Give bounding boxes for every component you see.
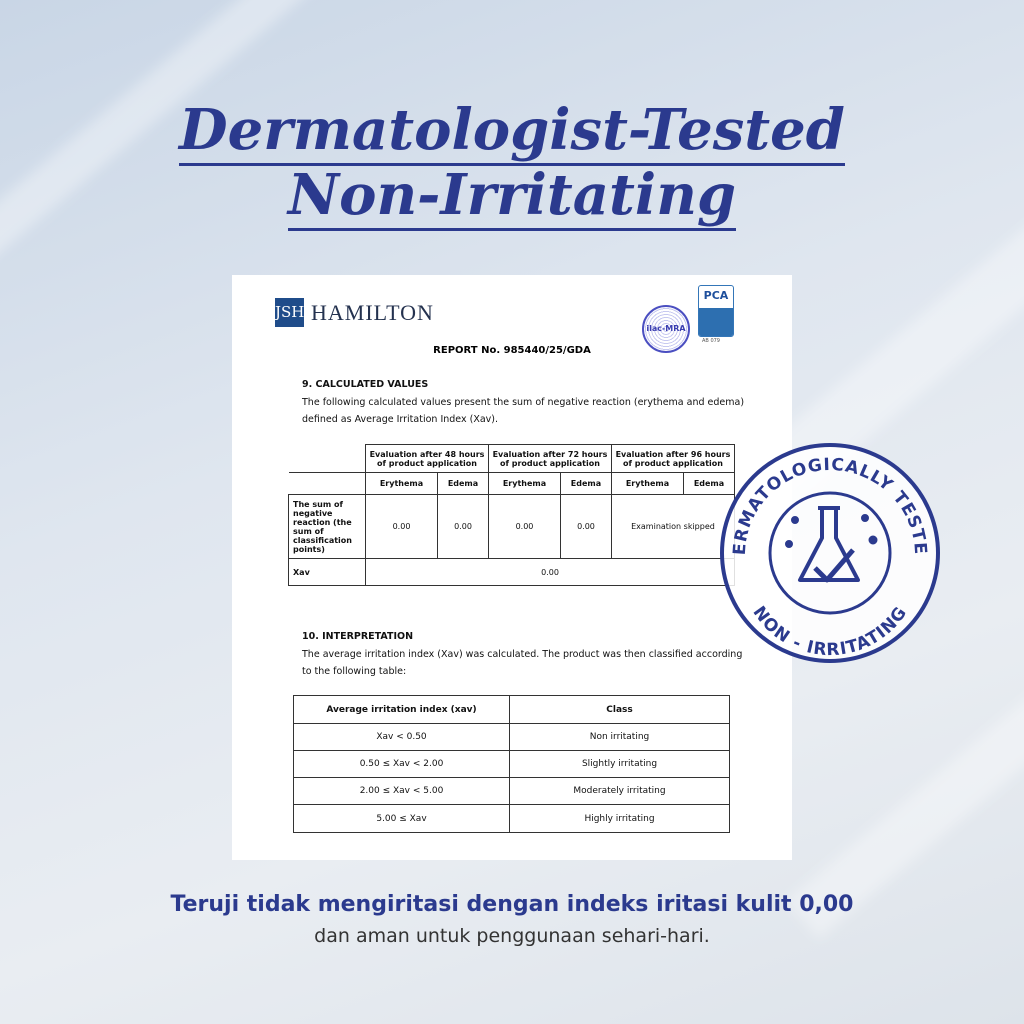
calculated-values-table: Evaluation after 48 hours of product app… bbox=[288, 444, 736, 586]
brand-name: HAMILTON bbox=[311, 300, 434, 325]
footer-headline: Teruji tidak mengiritasi dengan indeks i… bbox=[170, 892, 854, 917]
pca-accreditation-badge: PCA bbox=[698, 285, 734, 337]
flask-check-icon bbox=[785, 506, 878, 583]
section-heading: 9. CALCULATED VALUES bbox=[302, 379, 429, 390]
classification-table: Average irritation index (xav) Class Xav … bbox=[293, 695, 730, 833]
hamilton-logo: JSH bbox=[275, 298, 304, 327]
dermatologically-tested-stamp: DERMATOLOGICALLY TESTED NON - IRRITATING bbox=[715, 440, 940, 663]
pca-code: AB 079 bbox=[702, 338, 720, 344]
report-number: REPORT No. 985440/25/GDA bbox=[433, 345, 591, 356]
section-text: The average irritation index (Xav) was c… bbox=[302, 649, 743, 677]
headline-line1: Dermatologist-Tested bbox=[0, 97, 1024, 166]
test-report-document: JSH HAMILTON ilac-MRA PCA AB 079 REPORT … bbox=[232, 275, 792, 860]
headline-line2: Non-Irritating bbox=[0, 162, 1024, 231]
section-text: The following calculated values present … bbox=[302, 397, 745, 425]
section-heading: 10. INTERPRETATION bbox=[302, 631, 414, 642]
footer-subtext: dan aman untuk penggunaan sehari-hari. bbox=[314, 925, 710, 947]
ilac-mra-seal: ilac-MRA bbox=[642, 305, 690, 353]
